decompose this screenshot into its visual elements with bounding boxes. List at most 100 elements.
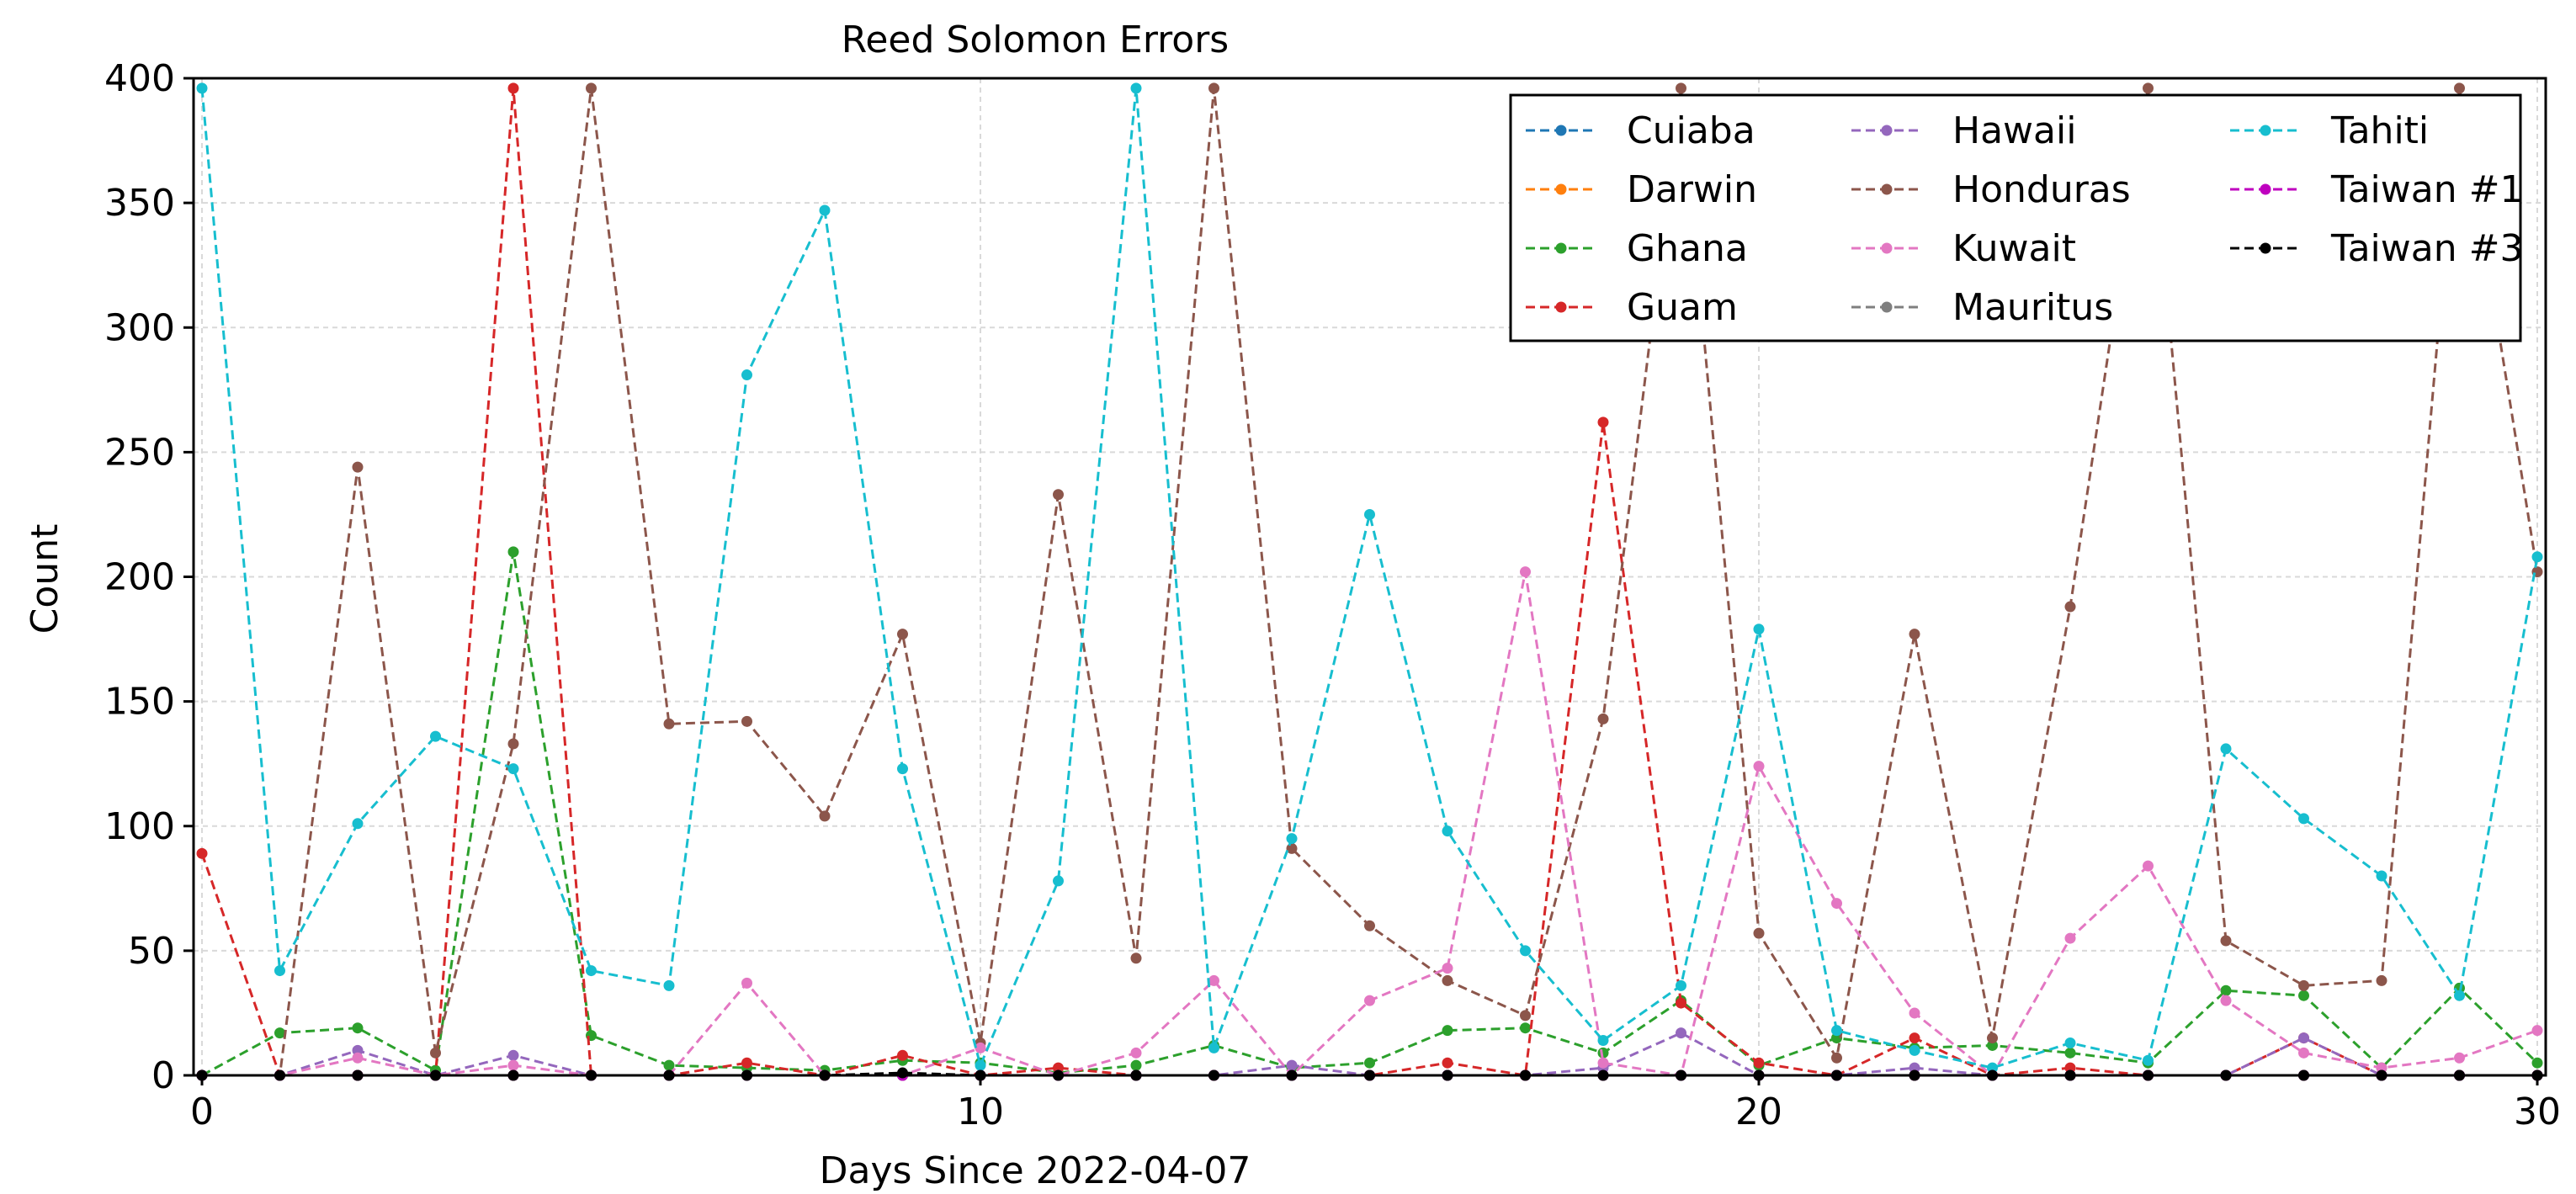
data-point-honduras xyxy=(1364,920,1375,931)
data-point-kuwait xyxy=(741,977,752,989)
legend-entry-honduras: Honduras xyxy=(1851,168,2131,211)
data-point-tahiti xyxy=(897,763,908,775)
x-tick-label: 10 xyxy=(957,1091,1004,1133)
data-point-ghana xyxy=(1364,1057,1375,1069)
legend-label: Taiwan #3 xyxy=(2330,227,2523,270)
data-point-ghana xyxy=(274,1027,285,1039)
legend-label: Ghana xyxy=(1627,227,1748,270)
data-point-guam xyxy=(2064,1062,2076,1074)
data-point-kuwait xyxy=(2143,860,2154,872)
data-point-honduras xyxy=(1753,927,1765,939)
data-point-honduras xyxy=(2454,82,2465,94)
legend-marker xyxy=(1881,242,1893,254)
legend-label: Kuwait xyxy=(1952,227,2076,270)
data-point-honduras xyxy=(1053,489,1064,501)
data-point-hawaii xyxy=(507,1049,519,1061)
data-point-tahiti xyxy=(430,730,441,742)
data-point-kuwait xyxy=(1208,974,1219,986)
data-point-honduras xyxy=(819,810,831,822)
legend-label: Taiwan #1 xyxy=(2330,168,2523,211)
y-tick-label: 200 xyxy=(104,556,175,599)
y-tick-label: 400 xyxy=(104,57,175,100)
data-point-guam xyxy=(1053,1062,1064,1074)
legend-entry-kuwait: Kuwait xyxy=(1851,227,2076,270)
data-point-honduras xyxy=(2220,935,2232,947)
data-point-tahiti xyxy=(2531,551,2543,563)
data-point-kuwait xyxy=(352,1052,364,1064)
y-tick-label: 50 xyxy=(128,930,175,973)
data-point-ghana xyxy=(663,1059,675,1071)
data-point-tahiti xyxy=(1909,1044,1920,1056)
legend-marker xyxy=(1555,301,1567,313)
data-point-ghana xyxy=(1520,1022,1531,1034)
data-point-honduras xyxy=(663,718,675,730)
legend-marker xyxy=(1881,301,1893,313)
data-point-honduras xyxy=(2143,82,2154,94)
legend-label: Honduras xyxy=(1952,168,2131,211)
y-tick-label: 100 xyxy=(104,805,175,848)
legend-label: Darwin xyxy=(1627,168,1757,211)
data-point-tahiti xyxy=(2298,813,2309,825)
data-point-guam xyxy=(741,1057,752,1069)
legend-entry-darwin: Darwin xyxy=(1526,168,1757,211)
y-tick-label: 0 xyxy=(151,1054,175,1097)
legend-marker xyxy=(1881,183,1893,195)
y-tick-label: 250 xyxy=(104,431,175,474)
data-point-hawaii xyxy=(1286,1059,1298,1071)
data-point-kuwait xyxy=(2531,1025,2543,1037)
data-point-tahiti xyxy=(1364,508,1375,520)
data-point-ghana xyxy=(1442,1025,1453,1037)
data-point-honduras xyxy=(897,629,908,640)
x-tick-label: 20 xyxy=(1735,1091,1782,1133)
data-point-tahiti xyxy=(819,204,831,216)
legend-entry-cuiaba: Cuiaba xyxy=(1526,109,1755,152)
data-point-honduras xyxy=(1831,1052,1842,1064)
data-point-kuwait xyxy=(2064,932,2076,944)
data-point-tahiti xyxy=(2064,1037,2076,1048)
data-point-kuwait xyxy=(975,1042,986,1053)
legend-label: Cuiaba xyxy=(1627,109,1755,152)
legend-box xyxy=(1509,93,2522,342)
legend-entry-guam: Guam xyxy=(1526,286,1738,329)
legend-entry-hawaii: Hawaii xyxy=(1851,109,2076,152)
y-tick-label: 350 xyxy=(104,182,175,225)
data-point-tahiti xyxy=(1208,1042,1219,1053)
legend-marker xyxy=(2260,125,2271,136)
legend-entry-tahiti: Tahiti xyxy=(2230,109,2429,152)
data-point-tahiti xyxy=(274,965,285,977)
data-point-honduras xyxy=(1286,842,1298,854)
data-point-tahiti xyxy=(975,1059,986,1071)
data-point-guam xyxy=(1676,997,1686,1009)
data-point-tahiti xyxy=(2454,990,2465,1001)
legend-label: Guam xyxy=(1627,286,1738,329)
data-point-kuwait xyxy=(2454,1052,2465,1064)
data-point-ghana xyxy=(1130,1059,1142,1071)
data-point-tahiti xyxy=(1053,875,1064,887)
data-point-guam xyxy=(1753,1057,1765,1069)
data-point-honduras xyxy=(1442,974,1453,986)
data-point-guam xyxy=(507,82,519,94)
legend-label: Mauritus xyxy=(1952,286,2113,329)
data-point-guam xyxy=(897,1049,908,1061)
legend-entry-taiwan-1: Taiwan #1 xyxy=(2230,168,2523,211)
legend-entry-ghana: Ghana xyxy=(1526,227,1748,270)
data-point-tahiti xyxy=(1442,825,1453,837)
data-point-guam xyxy=(1442,1057,1453,1069)
data-point-ghana xyxy=(2220,984,2232,996)
data-point-kuwait xyxy=(1442,963,1453,974)
data-point-ghana xyxy=(1831,1032,1842,1044)
data-point-ghana xyxy=(352,1022,364,1034)
y-tick-label: 150 xyxy=(104,681,175,724)
data-point-kuwait xyxy=(1831,898,1842,910)
data-point-guam xyxy=(196,847,208,859)
data-point-tahiti xyxy=(196,82,208,94)
legend-label: Tahiti xyxy=(2330,109,2429,152)
data-point-honduras xyxy=(430,1047,441,1059)
legend-marker xyxy=(1881,125,1893,136)
data-point-tahiti xyxy=(741,369,752,381)
data-point-tahiti xyxy=(1130,82,1142,94)
legend-marker xyxy=(1555,183,1567,195)
data-point-kuwait xyxy=(1364,995,1375,1006)
data-point-kuwait xyxy=(2376,1062,2387,1074)
